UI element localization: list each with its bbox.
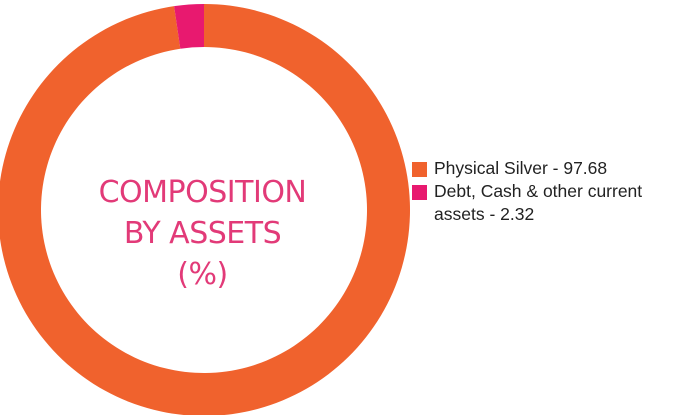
chart-legend: Physical Silver - 97.68 Debt, Cash & oth… [412,157,678,226]
donut-center-label-line-2: BY ASSETS [123,216,282,251]
legend-item-debt-cash: Debt, Cash & other current assets - 2.32 [412,180,678,226]
legend-label-debt-cash: Debt, Cash & other current assets - 2.32 [434,181,643,224]
legend-swatch-debt-cash [412,185,427,200]
donut-slice-debt-cash [174,4,204,49]
donut-chart [0,4,410,415]
donut-center-label-line-3: (%) [177,257,228,292]
legend-swatch-physical-silver [412,162,427,177]
donut-center-label-line-1: COMPOSITION [98,175,307,210]
legend-item-physical-silver: Physical Silver - 97.68 [412,157,678,180]
legend-label-physical-silver: Physical Silver - 97.68 [434,158,608,178]
